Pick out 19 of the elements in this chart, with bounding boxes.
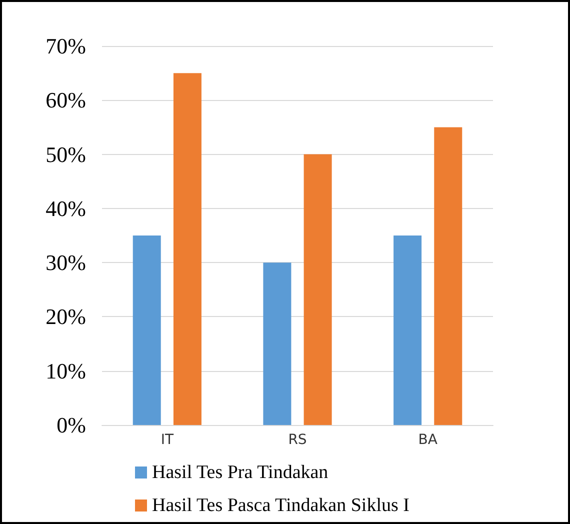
y-tick-label: 60%: [46, 88, 86, 113]
y-tick-label: 50%: [46, 142, 86, 167]
bar: [304, 154, 332, 425]
x-tick-label: BA: [418, 432, 438, 448]
bar: [132, 236, 161, 425]
legend-label: Hasil Tes Pra Tindakan: [152, 462, 329, 483]
bar: [173, 73, 202, 425]
y-tick-label: 30%: [46, 250, 86, 276]
bar: [394, 236, 422, 425]
x-tick-label: RS: [288, 432, 307, 448]
y-tick-label: 20%: [46, 304, 86, 330]
y-tick-label: 70%: [46, 34, 86, 58]
bar: [263, 262, 292, 425]
legend-label: Hasil Tes Pasca Tindakan Siklus I: [152, 495, 410, 516]
x-tick-label: IT: [160, 432, 174, 448]
bar: [434, 127, 462, 425]
y-tick-label: 10%: [46, 358, 86, 384]
y-tick-label: 40%: [46, 196, 86, 221]
y-tick-label: 0%: [56, 412, 86, 438]
